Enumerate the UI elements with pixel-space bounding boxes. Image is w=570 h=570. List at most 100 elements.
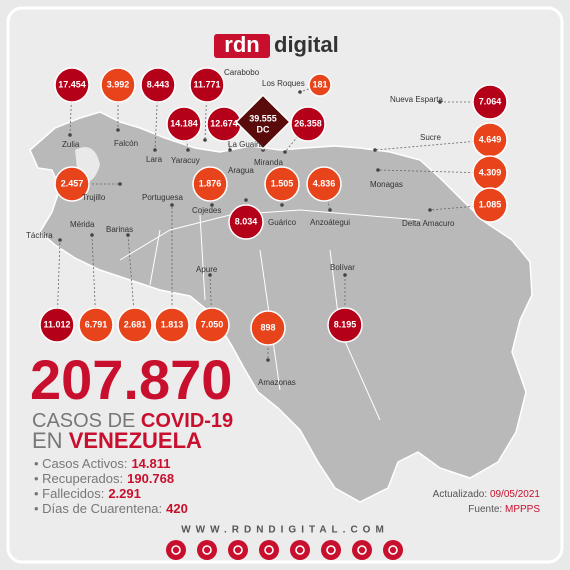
leader-dot [280,203,284,207]
case-count: 1.505 [271,178,294,188]
state-label: Mérida [70,220,95,229]
social-youtube[interactable] [321,540,341,560]
state-label: Zulia [62,140,80,149]
state-label: Yaracuy [171,156,200,165]
leader-line [299,84,321,93]
case-circle [140,67,176,103]
leader-dot [283,150,287,154]
state-label: Sucre [420,133,441,142]
state-label: Falcón [114,139,138,148]
case-count: 7.050 [201,319,224,329]
case-circle [166,106,202,142]
social-whatsapp[interactable] [166,540,186,560]
leader-dot [428,208,432,212]
stat-label: Recuperados: [42,471,123,486]
leader-dot [203,138,207,142]
social-glyph[interactable] [388,545,398,555]
leader-dot [186,148,190,152]
case-circle [228,204,264,240]
stat-label: Casos Activos: [42,456,127,471]
logo-box [214,34,270,58]
social-twitter[interactable] [259,540,279,560]
stat: • Días de Cuarentena: 420 [34,501,188,516]
social-icon[interactable] [290,540,310,560]
stat: • Fallecidos: 2.291 [34,486,141,501]
logo-rdn: rdn [224,32,259,57]
leader-dot [438,100,442,104]
stat-bullet: • [34,471,42,486]
stat-bullet: • [34,501,42,516]
state-label: Delta Amacuro [402,219,455,228]
headline-highlight: COVID-19 [141,410,233,432]
social-icon[interactable] [166,540,186,560]
map: 17.454 3.992 8.443 11.771 181 14.184 12.674 39.… [26,67,533,503]
case-circle [327,307,363,343]
website: WWW.RDNDIGITAL.COM [181,525,389,536]
total-cases: 207.870 [30,348,232,411]
social-icon[interactable] [352,540,372,560]
state-label: Los Roques [262,79,305,88]
stats: • Casos Activos: 14.811 • Recuperados: 190.… [34,456,188,516]
social-glyph[interactable] [202,545,212,555]
social-glyph[interactable] [295,545,305,555]
case-count: 4.309 [479,167,502,177]
social-instagram[interactable] [290,540,310,560]
leader-dot [68,133,72,137]
social-glyph[interactable] [357,545,367,555]
social-other[interactable] [383,540,403,560]
stat-label: Fallecidos: [42,486,104,501]
stat: • Recuperados: 190.768 [34,471,174,486]
state-label: Anzoátegui [310,218,350,227]
case-circle [250,310,286,346]
social-icon[interactable] [321,540,341,560]
case-count: 8.195 [334,319,357,329]
source-value: MPPPS [505,504,540,515]
case-count: 39.555 [249,113,277,123]
logo: rdn digital [214,32,339,58]
state-label: Lara [146,155,163,164]
update-date: 09/05/2021 [490,489,540,500]
social-icon[interactable] [228,540,248,560]
state-label: Portuguesa [142,193,183,202]
social-icon[interactable] [197,540,217,560]
stat-label: Días de Cuarentena: [42,501,162,516]
logo-digital: digital [274,32,339,57]
leader-line [374,139,491,151]
leader-dot [266,358,270,362]
state-label: Barinas [106,225,133,234]
dc-label: DC [257,124,270,134]
social-icon[interactable] [259,540,279,560]
case-count: 1.813 [161,319,184,329]
social-soundcloud[interactable] [352,540,372,560]
case-circle [306,166,342,202]
case-count: 12.674 [210,118,238,128]
case-circle [264,166,300,202]
case-count: 11.012 [43,319,70,329]
social-glyph[interactable] [264,545,274,555]
case-count: 898 [260,322,275,332]
stat-value: 14.811 [131,456,170,471]
social-telegram[interactable] [197,540,217,560]
case-circle [290,106,326,142]
social-facebook[interactable] [228,540,248,560]
social-glyph[interactable] [326,545,336,555]
social-glyph[interactable] [171,545,181,555]
leader-dot [116,128,120,132]
case-circle [154,307,190,343]
state-label: Miranda [254,158,283,167]
leader-dot [373,148,377,152]
leader-dot [343,273,347,277]
leader-line [127,234,136,326]
case-circle [194,307,230,343]
headline-text: CASOS DE [32,410,135,432]
social-glyph[interactable] [233,545,243,555]
case-circle [189,67,225,103]
case-count: 4.649 [479,134,502,144]
state-label: Monagas [370,180,403,189]
state-label: Guárico [268,218,297,227]
case-circle [308,73,332,97]
case-count: 4.836 [313,178,336,188]
venezuela-map [29,111,533,503]
case-count: 14.184 [170,118,198,128]
social-icon[interactable] [383,540,403,560]
